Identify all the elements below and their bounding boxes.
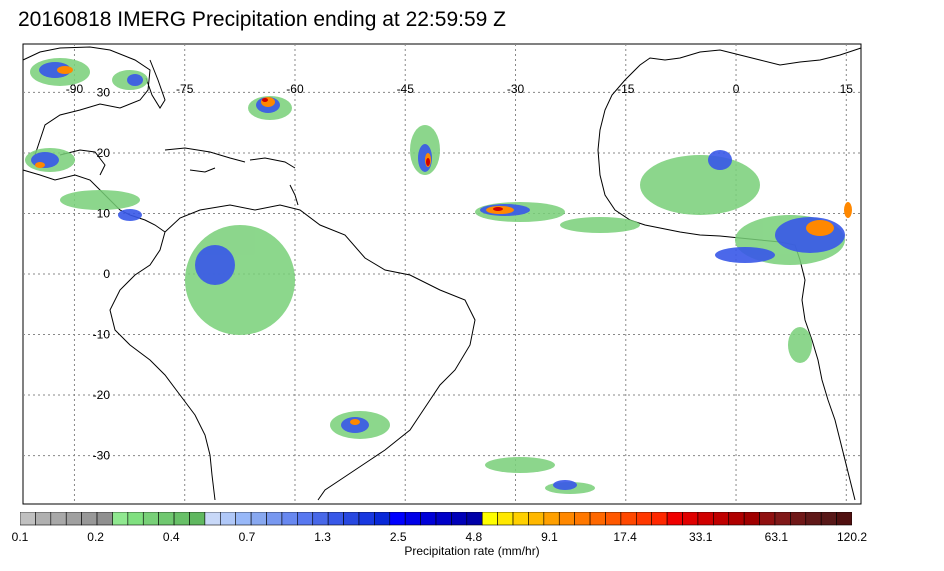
- colorbar-swatch: [820, 512, 837, 526]
- colorbar-swatch: [266, 512, 283, 526]
- colorbar-swatch: [250, 512, 267, 526]
- latitude-label: -30: [93, 449, 111, 463]
- latitude-label: 20: [97, 146, 111, 160]
- colorbar-tick-label: 4.8: [465, 530, 483, 544]
- latitude-labels: 30 20 10 0 -10 -20 -30: [93, 85, 111, 462]
- colorbar-swatch: [358, 512, 375, 526]
- colorbar-swatch: [697, 512, 714, 526]
- longitude-label: -45: [397, 82, 415, 96]
- colorbar-swatch: [528, 512, 545, 526]
- longitude-label: -90: [66, 82, 84, 96]
- colorbar-swatch: [127, 512, 144, 526]
- colorbar-tick-label: 17.4: [613, 530, 637, 544]
- colorbar-swatch: [81, 512, 98, 526]
- colorbar-swatch: [497, 512, 514, 526]
- colorbar-swatch: [713, 512, 730, 526]
- colorbar-swatch: [620, 512, 637, 526]
- longitude-label: 15: [840, 82, 854, 96]
- colorbar-label: Precipitation rate (mm/hr): [404, 544, 540, 558]
- colorbar-tick-label: 0.7: [238, 530, 256, 544]
- colorbar-swatch: [327, 512, 344, 526]
- latitude-label: 30: [97, 85, 111, 99]
- colorbar-swatch: [543, 512, 560, 526]
- colorbar-swatch: [65, 512, 82, 526]
- colorbar-tick-label: 9.1: [541, 530, 558, 544]
- longitude-label: 0: [733, 82, 740, 96]
- colorbar-swatch: [790, 512, 807, 526]
- colorbar-tick-label: 0.2: [87, 530, 104, 544]
- colorbar-swatch: [219, 512, 237, 526]
- colorbar-swatch: [558, 512, 575, 526]
- colorbar-tick-label: 63.1: [764, 530, 789, 544]
- colorbar-swatch: [374, 512, 391, 526]
- colorbar-swatch: [142, 512, 159, 526]
- colorbar-swatch: [728, 512, 745, 526]
- map-title: 20160818 IMERG Precipitation ending at 2…: [18, 8, 506, 31]
- colorbar-tick-label: 2.5: [389, 530, 407, 544]
- colorbar-swatch: [96, 512, 113, 526]
- longitude-labels: -90 -75 -60 -45 -30 -15 0 15: [66, 82, 854, 96]
- colorbar-swatch: [589, 512, 606, 526]
- colorbar-swatch: [512, 512, 529, 526]
- colorbar-swatch: [173, 512, 190, 526]
- colorbar-swatch: [435, 512, 452, 526]
- colorbar-swatch: [35, 512, 52, 526]
- colorbar-swatch: [836, 512, 852, 526]
- colorbar-swatch: [235, 512, 252, 526]
- colorbar-swatch: [682, 512, 699, 526]
- colorbar-swatch: [481, 512, 498, 526]
- colorbar-tick-label: 120.2: [836, 530, 868, 544]
- colorbar-swatch: [759, 512, 776, 526]
- latitude-label: 10: [97, 206, 111, 220]
- colorbar-tick-label: 0.1: [11, 530, 29, 544]
- latitude-label: 0: [103, 267, 110, 281]
- colorbar-swatch: [158, 512, 175, 526]
- colorbar-swatch: [666, 512, 683, 526]
- longitude-label: -60: [286, 82, 304, 96]
- latitude-label: -10: [93, 328, 111, 342]
- colorbar-swatch: [389, 512, 406, 526]
- colorbar-swatch: [189, 512, 206, 526]
- longitude-label: -75: [176, 82, 194, 96]
- colorbar-swatch: [20, 512, 36, 526]
- colorbar-tick-label: 0.4: [162, 530, 180, 544]
- colorbar: [20, 512, 852, 526]
- colorbar-swatch: [343, 512, 360, 526]
- colorbar-swatch: [420, 512, 437, 526]
- colorbar-swatch: [466, 512, 483, 526]
- precipitation-field: [25, 58, 852, 494]
- colorbar-swatch: [112, 512, 129, 526]
- latitude-label: -20: [93, 388, 111, 402]
- colorbar-tick-label: 33.1: [689, 530, 713, 544]
- colorbar-swatch: [204, 512, 221, 526]
- colorbar-swatch: [605, 512, 622, 526]
- colorbar-swatch: [312, 512, 329, 526]
- longitude-label: -15: [617, 82, 635, 96]
- colorbar-swatch: [651, 512, 668, 526]
- colorbar-tick-label: 1.3: [314, 530, 331, 544]
- colorbar-swatch: [281, 512, 298, 526]
- colorbar-swatch: [743, 512, 760, 526]
- colorbar-swatch: [574, 512, 591, 526]
- map-frame: [22, 43, 862, 505]
- colorbar-swatch: [805, 512, 822, 526]
- longitude-label: -30: [507, 82, 525, 96]
- colorbar-swatch: [774, 512, 791, 526]
- colorbar-swatch: [404, 512, 421, 526]
- colorbar-swatch: [635, 512, 653, 526]
- colorbar-swatch: [451, 512, 468, 526]
- colorbar-swatch: [50, 512, 67, 526]
- colorbar-swatch: [297, 512, 314, 526]
